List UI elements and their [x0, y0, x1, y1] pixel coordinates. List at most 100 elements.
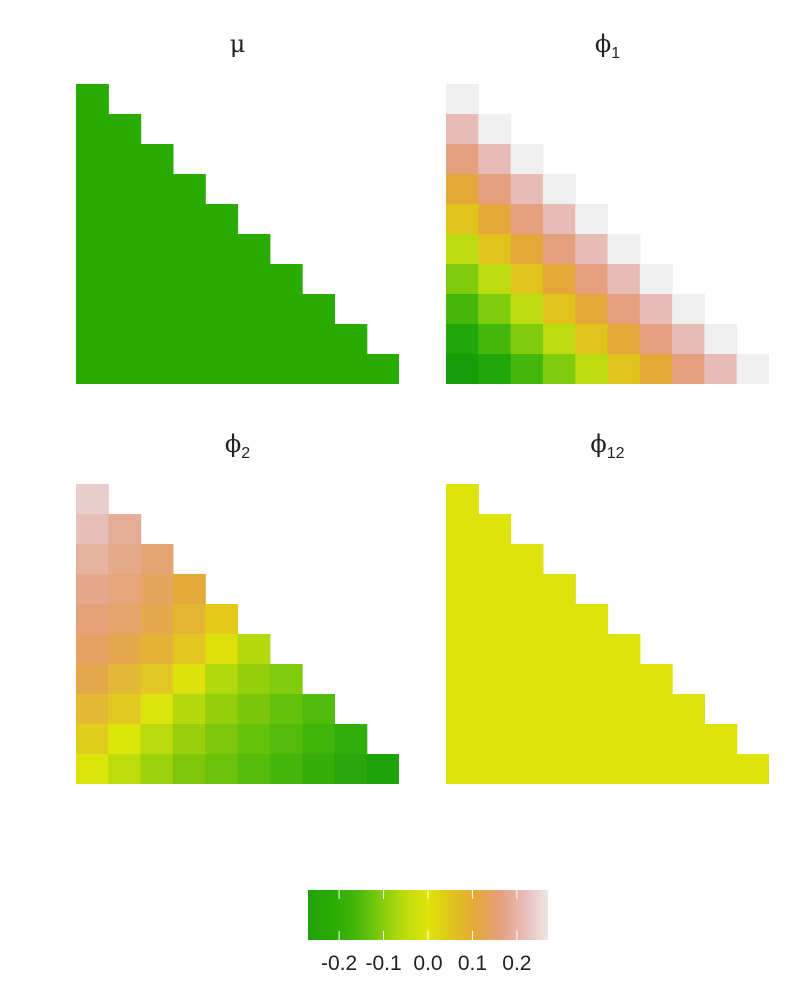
heatmap-cell [510, 604, 544, 635]
heatmap-cell [108, 354, 142, 384]
heatmap-cell [446, 724, 479, 755]
heatmap-cell [446, 754, 479, 784]
heatmap-cell [302, 694, 335, 725]
heatmap-cell [76, 264, 109, 295]
heatmap-cell [478, 204, 512, 235]
heatmap-cell [575, 354, 609, 384]
heatmap-cell [205, 724, 239, 755]
heatmap-cell [478, 634, 512, 665]
heatmap-cell [205, 324, 239, 355]
heatmap-cell [510, 144, 544, 175]
heatmap-cell [366, 754, 399, 784]
heatmap-cell [446, 114, 479, 145]
heatmap-cell [446, 514, 479, 545]
heatmap-cell [140, 754, 174, 784]
heatmap-cell [140, 724, 174, 755]
heatmap-cell [478, 694, 512, 725]
heatmap-cell [575, 294, 609, 325]
heatmap-cell [172, 234, 206, 265]
heatmap-cell [672, 354, 705, 384]
heatmap-cell [334, 354, 368, 384]
heatmap-cell [172, 294, 206, 325]
heatmap-cell [575, 694, 609, 725]
heatmap-cell [108, 114, 142, 145]
heatmap-cell [510, 544, 544, 575]
heatmap-cell [205, 694, 239, 725]
heatmap-cell [736, 754, 769, 784]
heatmap-cell [76, 634, 109, 665]
heatmap-cell [269, 264, 303, 295]
heatmap-cell [172, 354, 206, 384]
heatmap-cell [607, 754, 641, 784]
heatmap-cell [542, 604, 576, 635]
heatmap-cell [542, 354, 576, 384]
heatmap-cell [237, 354, 271, 384]
heatmap-cell [108, 574, 142, 605]
heatmap-cell [704, 324, 738, 355]
heatmap-cell [76, 724, 109, 755]
legend-tick-label: 0.1 [457, 952, 488, 975]
heatmap-cell [172, 664, 206, 695]
heatmap-cell [172, 754, 206, 784]
panel-title-subscript: 1 [611, 44, 621, 62]
heatmap-cell [237, 724, 271, 755]
heatmap-cell [108, 604, 142, 635]
heatmap-cell [478, 514, 512, 545]
heatmap-cell [76, 84, 109, 115]
heatmap-cell [205, 294, 239, 325]
heatmap-cell [446, 294, 479, 325]
heatmap-cell [575, 204, 609, 235]
heatmap-cell [478, 574, 512, 605]
panel-title-symbol: ϕ [594, 30, 612, 58]
heatmap-cell [607, 264, 641, 295]
heatmap-cell [76, 354, 109, 384]
heatmap-cell [302, 294, 335, 325]
heatmap-cell [108, 754, 142, 784]
heatmap-cell [446, 544, 479, 575]
heatmap-cell [639, 294, 673, 325]
heatmap-cell [140, 174, 174, 205]
heatmap-cell [542, 174, 576, 205]
heatmap-cell [108, 294, 142, 325]
panel-title-symbol: ϕ [590, 430, 607, 458]
heatmap-cell [334, 754, 368, 784]
heatmap-cell [478, 234, 512, 265]
heatmap-cell [672, 754, 705, 784]
heatmap-cell [639, 664, 673, 695]
heatmap-cell [108, 694, 142, 725]
heatmap-cell [446, 264, 479, 295]
heatmap-cell [672, 724, 705, 755]
heatmap-cell [172, 324, 206, 355]
heatmap-cell [108, 174, 142, 205]
heatmap-cell [302, 724, 335, 755]
heatmap-cell [510, 354, 544, 384]
heatmap-cell [607, 354, 641, 384]
heatmap-cell [205, 664, 239, 695]
heatmap-cell [76, 114, 109, 145]
heatmap-cell [542, 694, 576, 725]
heatmap-cell [639, 754, 673, 784]
heatmap-cell [639, 324, 673, 355]
heatmap-cell [76, 514, 109, 545]
panel-title: μ [76, 30, 399, 58]
heatmap-cell [140, 634, 174, 665]
heatmap-cell [76, 324, 109, 355]
heatmap-cell [607, 324, 641, 355]
heatmap-cell [140, 204, 174, 235]
heatmap-cell [140, 574, 174, 605]
heatmap-cell [542, 264, 576, 295]
heatmap-cell [575, 604, 609, 635]
heatmap-cell [237, 264, 271, 295]
heatmap-cell [237, 324, 271, 355]
heatmap-cell [704, 754, 738, 784]
heatmap-panel-2 [446, 84, 769, 384]
heatmap-cell [108, 514, 142, 545]
heatmap-cell [575, 724, 609, 755]
heatmap-cell [510, 324, 544, 355]
heatmap-cell [446, 354, 479, 384]
heatmap-cell [542, 634, 576, 665]
heatmap-cell [205, 354, 239, 384]
heatmap-cell [108, 144, 142, 175]
heatmap-cell [478, 264, 512, 295]
heatmap-cell [478, 754, 512, 784]
